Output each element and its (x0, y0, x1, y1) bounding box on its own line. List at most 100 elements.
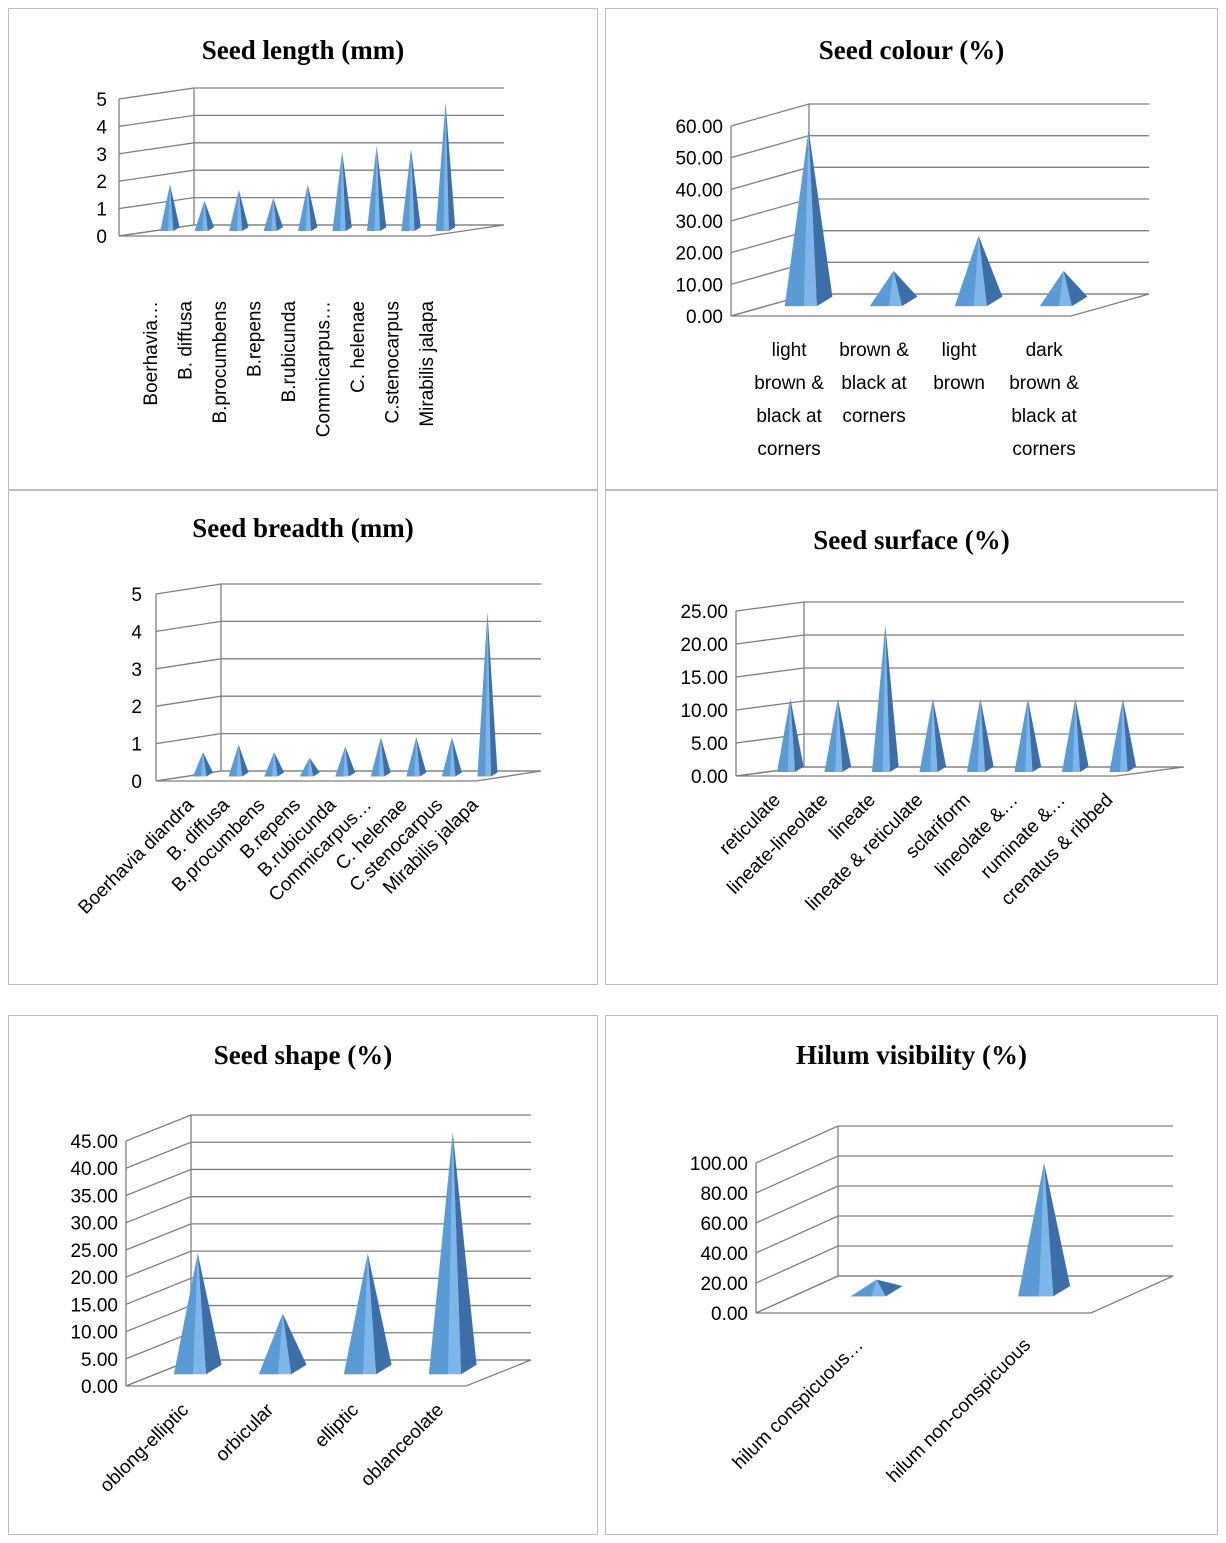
pyramid-face (298, 184, 308, 232)
bar-pyramid (343, 1253, 392, 1375)
bar-pyramid (332, 151, 352, 232)
category-label: black at (1011, 406, 1077, 427)
bar-pyramid (298, 184, 318, 232)
pyramid-side (932, 698, 947, 772)
pyramid-face (332, 151, 343, 232)
bars (850, 1163, 1071, 1297)
y-tick-label: 3 (131, 660, 142, 681)
category-label: corners (1012, 439, 1075, 460)
category-label: light (942, 340, 978, 361)
bar-pyramid (872, 625, 899, 772)
chart-hilum-visibility: 0.00 20.00 40.00 60.00 80.00 100.00 hilum cons… (690, 1125, 1174, 1487)
bar-pyramid (173, 1253, 222, 1375)
y-tick-label: 20.00 (700, 1274, 748, 1295)
category-label: black at (841, 373, 907, 394)
y-tick-label: 5.00 (81, 1350, 118, 1371)
y-tick-label: 0.00 (691, 767, 728, 788)
gridline (125, 1114, 531, 1142)
bar-pyramid (193, 752, 213, 777)
y-tick-label: 4 (131, 622, 142, 643)
category-label: C.stenocarpus (382, 301, 403, 424)
bar-pyramid (366, 146, 387, 232)
bar-pyramid (1109, 698, 1137, 772)
gridlines (735, 601, 1185, 777)
gridline (755, 1125, 1173, 1164)
bar-pyramid (406, 737, 427, 777)
y-tick-label: 10.00 (680, 701, 728, 722)
gridline (735, 667, 1184, 678)
pyramid-face (343, 1253, 368, 1375)
bar-pyramid (229, 189, 249, 232)
pyramid-side (273, 198, 283, 232)
pyramid-side (380, 737, 391, 777)
gridline (125, 1168, 531, 1197)
y-tick-label: 5 (131, 585, 142, 606)
pyramid-side (203, 752, 213, 777)
y-tick-label: 2 (96, 172, 107, 193)
bar-pyramid (435, 102, 456, 232)
category-label: B.repens (245, 301, 266, 377)
category-label: elliptic (311, 1400, 363, 1452)
bar-pyramid (263, 198, 283, 232)
bar-pyramid (919, 698, 947, 772)
bar-pyramid (1014, 698, 1042, 772)
pyramid-face (919, 698, 933, 772)
bar-pyramid (428, 1132, 477, 1375)
pyramid-face (258, 1313, 283, 1375)
y-tick-label: 30.00 (675, 212, 723, 233)
gridline (755, 1245, 1173, 1284)
y-tick-label: 60.00 (700, 1214, 748, 1235)
category-label: oblong-elliptic (96, 1400, 193, 1497)
category-label: brown & (839, 340, 909, 361)
gridline (125, 1223, 531, 1251)
bar-pyramid (784, 130, 833, 307)
panel-seed-breadth: Seed breadth (mm) 0 1 2 3 4 5 Boerhavia diandr… (8, 490, 598, 985)
bar-pyramid (1039, 270, 1088, 307)
category-label: brown & (754, 373, 824, 394)
gridline (755, 1155, 1173, 1194)
y-tick-label: 20.00 (680, 635, 728, 656)
pyramid-side (282, 1313, 307, 1375)
gridline (735, 634, 1184, 645)
panel-seed-surface: Seed surface (%) 0.00 5.00 10.00 15.00 20.00… (605, 490, 1218, 985)
gridline (125, 1196, 531, 1224)
y-tick-label: 0.00 (711, 1304, 748, 1325)
pyramid-side (342, 151, 352, 232)
pyramid-side (1063, 270, 1088, 307)
y-tick-label: 40.00 (675, 180, 723, 201)
gridline (730, 166, 1149, 190)
y-tick-label: 45.00 (70, 1132, 118, 1153)
panel-seed-length: Seed length (mm) 0 1 2 3 4 5 Boerhavia… B. diff… (8, 8, 598, 490)
pyramid-side (978, 235, 1003, 307)
pyramid-face (263, 198, 274, 232)
panel-seed-colour: Seed colour (%) 0.00 10.00 20.00 30.00 40.00… (605, 8, 1218, 490)
y-tick-label: 50.00 (675, 149, 723, 170)
y-tick-label: 3 (96, 145, 107, 166)
pyramid-side (837, 698, 852, 772)
pyramid-side (197, 1253, 222, 1375)
floor (755, 1275, 1174, 1314)
category-label: black at (756, 406, 822, 427)
gridline (125, 1141, 531, 1169)
pyramid-side (876, 1279, 903, 1297)
category-label: brown & (1009, 373, 1079, 394)
floor (730, 293, 1150, 317)
pyramid-face (954, 235, 979, 307)
category-label: Boerhavia… (141, 301, 162, 406)
category-label: B.procumbens (210, 301, 231, 424)
y-tick-label: 1 (131, 735, 142, 756)
pyramid-face (1018, 1163, 1045, 1297)
gridline (155, 620, 541, 633)
y-tick-label: 20.00 (675, 244, 723, 265)
gridline (735, 700, 1184, 711)
floor (125, 1359, 532, 1387)
y-tick-label: 100.00 (690, 1154, 748, 1175)
category-label: hilum conspicuous… (729, 1335, 868, 1474)
pyramid-side (309, 757, 320, 777)
category-label: B. diffusa (176, 301, 197, 380)
bar-pyramid (850, 1279, 903, 1297)
y-tick-label: 40.00 (700, 1244, 748, 1265)
pyramid-face (441, 737, 452, 777)
pyramid-face (872, 625, 886, 772)
pyramid-face (193, 752, 204, 777)
